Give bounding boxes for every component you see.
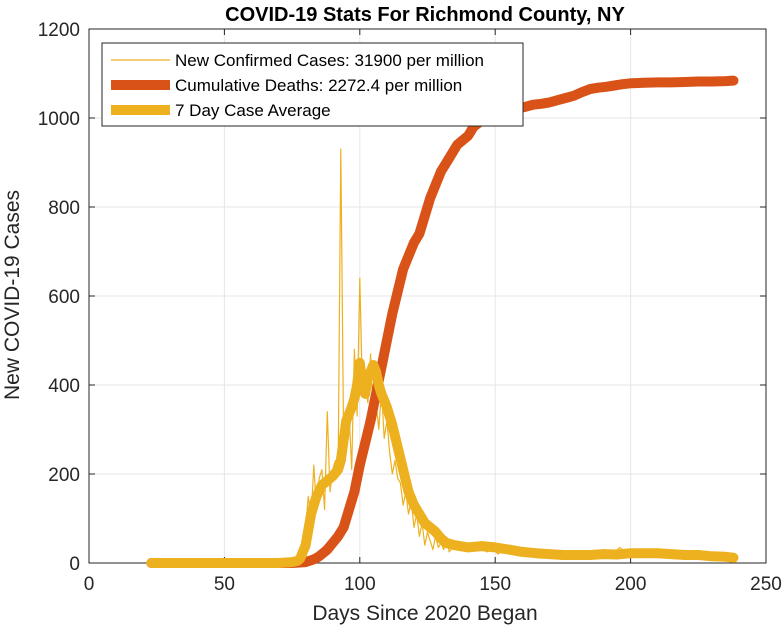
x-tick-label: 150 — [479, 574, 511, 595]
legend-entry: Cumulative Deaths: 2272.4 per million — [175, 76, 462, 95]
series-layer — [146, 75, 739, 568]
y-axis-label: New COVID-19 Cases — [1, 190, 24, 400]
y-tick-label: 800 — [48, 198, 80, 219]
y-tick-label: 600 — [48, 287, 80, 308]
y-tick-label: 1000 — [38, 109, 80, 130]
y-tick-label: 0 — [69, 554, 80, 575]
series-line-2 — [146, 75, 739, 568]
x-tick-label: 0 — [84, 574, 95, 595]
y-tick-label: 200 — [48, 465, 80, 486]
ticks: 0 50 100 150 200 250 0 200 400 600 800 1000 1200 — [38, 20, 782, 595]
y-tick-label: 1200 — [38, 20, 80, 41]
legend-entry: 7 Day Case Average — [175, 101, 331, 120]
x-axis-label: Days Since 2020 Began — [312, 602, 537, 625]
x-tick-label: 50 — [214, 574, 235, 595]
legend-box — [101, 42, 524, 127]
legend: New Confirmed Cases: 31900 per million Cu… — [101, 42, 524, 127]
series-line-1 — [150, 148, 735, 564]
y-tick-label: 400 — [48, 376, 80, 397]
series-line-3 — [146, 357, 739, 568]
legend-entry: New Confirmed Cases: 31900 per million — [175, 51, 484, 70]
chart-title: COVID-19 Stats For Richmond County, NY — [225, 4, 625, 26]
x-tick-label: 250 — [750, 574, 782, 595]
x-tick-label: 200 — [615, 574, 647, 595]
x-tick-label: 100 — [344, 574, 376, 595]
